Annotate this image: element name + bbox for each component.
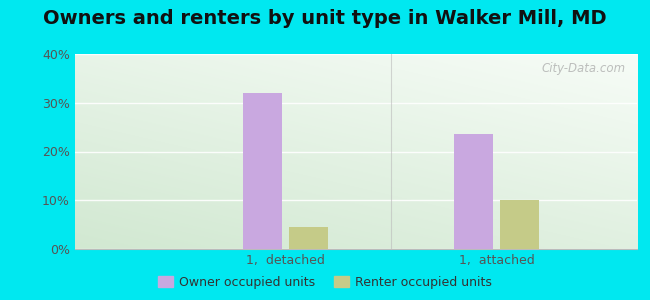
Bar (289, 227, 328, 249)
Bar (454, 134, 493, 249)
Bar (500, 200, 540, 249)
Text: Owners and renters by unit type in Walker Mill, MD: Owners and renters by unit type in Walke… (43, 9, 607, 28)
Text: City-Data.com: City-Data.com (541, 62, 626, 75)
Legend: Owner occupied units, Renter occupied units: Owner occupied units, Renter occupied un… (153, 271, 497, 294)
Bar (242, 93, 282, 249)
